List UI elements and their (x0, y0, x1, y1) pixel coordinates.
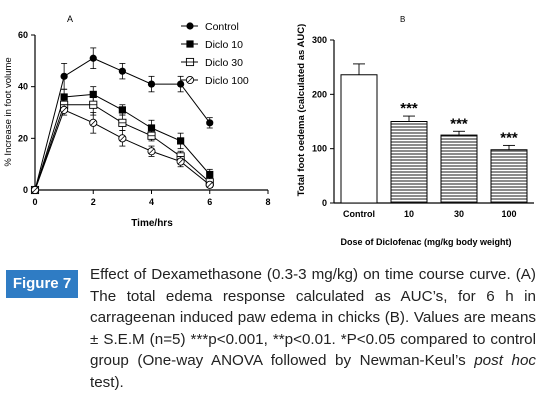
y-tick-label: 0 (322, 198, 327, 208)
figure-caption: Figure 7 Effect of Dexamethasone (0.3-3 … (6, 262, 546, 410)
x-tick-label: 2 (91, 197, 96, 207)
bar-group-100: 100 *** (490, 129, 528, 219)
legend-label: Control (205, 21, 239, 33)
data-point (206, 119, 214, 127)
figure-label: Figure 7 (6, 270, 78, 298)
caption-text: Effect of Dexamethasone (0.3-3 mg/kg) on… (90, 266, 536, 391)
marker-hatch (90, 120, 97, 126)
data-point (147, 80, 156, 88)
significance-marker: *** (400, 100, 418, 117)
series-diclo-100 (30, 104, 214, 195)
legend-label: Diclo 30 (205, 57, 243, 69)
category-label: 100 (501, 209, 516, 219)
data-point (118, 67, 126, 75)
category-label: Control (343, 209, 375, 219)
significance-marker: *** (500, 129, 518, 146)
y-axis-label: Total foot oedema (calculated as AUC) (296, 24, 307, 197)
x-axis-label: Dose of Diclofenac (mg/kg body weight) (340, 237, 511, 247)
y-tick-label: 300 (312, 35, 327, 45)
data-point (89, 54, 97, 62)
data-point (206, 170, 214, 179)
y-tick-label: 200 (312, 89, 327, 99)
x-tick-label: 4 (149, 197, 154, 207)
bar-group-control: Control (340, 63, 378, 219)
x-tick-label: 6 (207, 197, 212, 207)
legend-label: Diclo 100 (205, 75, 249, 87)
marker-hatch (148, 148, 155, 155)
marker-hatch (119, 135, 126, 142)
data-point (177, 137, 185, 145)
y-tick-label: 20 (18, 133, 28, 143)
y-tick-label: 100 (312, 144, 327, 154)
time-course-chart: A % Increase in foot volume Time/hrs 0 2 4… (3, 14, 271, 229)
legend-label: Diclo 10 (205, 39, 243, 51)
marker-hatch (177, 158, 184, 165)
data-point (60, 72, 68, 80)
y-tick-label: 0 (23, 185, 28, 195)
x-tick-label: 0 (32, 197, 37, 207)
data-point (186, 22, 194, 30)
bar (440, 134, 478, 204)
data-point (186, 40, 194, 48)
auc-bar-chart: B Total foot oedema (calculated as AUC) … (296, 15, 534, 247)
y-tick-label: 40 (18, 82, 28, 92)
marker-hatch (206, 182, 213, 188)
marker-hatch (32, 187, 38, 193)
bar (390, 121, 428, 204)
bar-group-30: 30 *** (440, 115, 478, 219)
x-axis-label: Time/hrs (131, 218, 173, 229)
significance-marker: *** (450, 115, 468, 132)
data-point (147, 124, 156, 132)
data-point (177, 80, 185, 88)
category-label: 10 (404, 209, 414, 219)
y-axis-label: % Increase in foot volume (3, 57, 14, 166)
data-point (118, 106, 126, 114)
bar (340, 74, 378, 204)
x-tick-label: 8 (265, 197, 270, 207)
panel-letter-a: A (67, 14, 73, 24)
bar-group-10: 10 *** (390, 100, 428, 219)
category-label: 30 (454, 209, 464, 219)
bar (490, 149, 528, 204)
panel-letter-b: B (400, 15, 405, 24)
y-tick-label: 60 (18, 30, 28, 40)
marker-hatch (187, 77, 193, 83)
marker-hatch (61, 107, 67, 113)
